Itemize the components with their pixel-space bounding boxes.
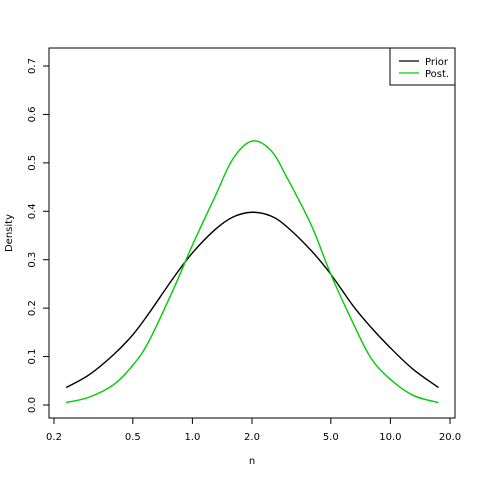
- x-axis-ticks: 0.2 0.5 1.0 2.0 5.0 10.0 20.0: [46, 418, 461, 443]
- x-tick-label: 0.2: [46, 432, 62, 443]
- y-tick-label: 0.5: [27, 155, 38, 171]
- y-tick-label: 0.7: [27, 58, 38, 74]
- y-axis-ticks: 0.0 0.1 0.2 0.3 0.4 0.5 0.6 0.7: [27, 58, 49, 413]
- y-tick-label: 0.6: [27, 106, 38, 122]
- series-line-prior: [65, 211, 439, 389]
- x-tick-label: 5.0: [323, 432, 339, 443]
- legend-label-prior: Prior: [425, 57, 449, 68]
- x-tick-label: 1.0: [184, 432, 200, 443]
- x-tick-label: 20.0: [439, 432, 461, 443]
- x-tick-label: 0.5: [125, 432, 141, 443]
- legend-box: [389, 47, 456, 86]
- y-tick-label: 0.3: [27, 252, 38, 268]
- y-tick-label: 0.1: [27, 349, 38, 365]
- x-tick-label: 2.0: [244, 432, 260, 443]
- y-axis-label: Density: [4, 214, 15, 252]
- series-line-post: [65, 140, 439, 404]
- series-layer: [65, 140, 439, 404]
- x-axis-label: n: [249, 456, 255, 467]
- legend-label-post: Post.: [425, 69, 449, 80]
- y-tick-label: 0.2: [27, 300, 38, 316]
- legend: Prior Post.: [389, 47, 456, 86]
- y-tick-label: 0.0: [27, 397, 38, 413]
- y-tick-label: 0.4: [27, 203, 38, 219]
- x-tick-label: 10.0: [379, 432, 401, 443]
